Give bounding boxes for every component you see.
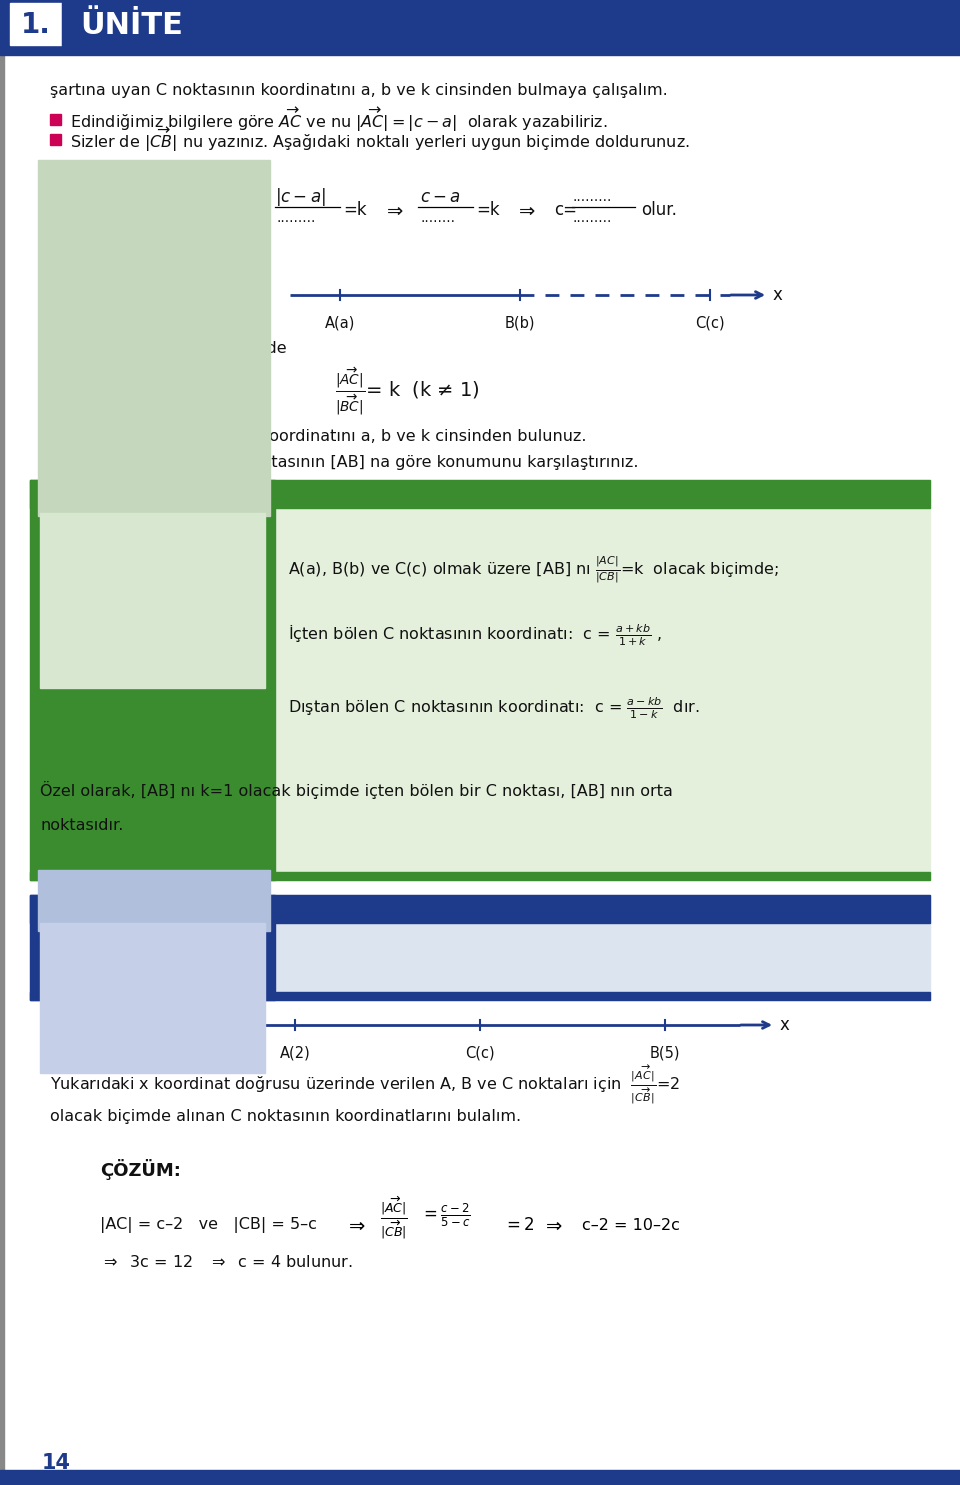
Text: $=2$: $=2$ <box>503 1216 535 1234</box>
Text: |AC| = c–2   ve   |CB| = 5–c: |AC| = c–2 ve |CB| = 5–c <box>100 1218 317 1233</box>
Bar <box>50 134 61 146</box>
Bar <box>0 0 960 48</box>
Text: $\Rightarrow$: $\Rightarrow$ <box>542 1216 564 1234</box>
Bar <box>50 114 61 125</box>
Text: olur.: olur. <box>641 200 677 218</box>
Bar <box>0 1470 960 1476</box>
Text: ÜNİTE: ÜNİTE <box>80 10 182 40</box>
Text: .........: ......... <box>276 211 316 226</box>
Text: C(c): C(c) <box>695 315 725 330</box>
Bar <box>0 0 4 1485</box>
Text: $\frac{|\overrightarrow{AC}|}{|\overrightarrow{BC}|}$= k  (k ≠ 1): $\frac{|\overrightarrow{AC}|}{|\overrigh… <box>335 365 480 419</box>
Text: olacak biçimde alınan C noktasının koordinatlarını bulalım.: olacak biçimde alınan C noktasının koord… <box>50 1109 521 1124</box>
Bar <box>30 872 930 881</box>
Bar <box>30 992 930 999</box>
Text: şartına uyan C noktasının koordinatını a, b ve k cinsinden bulunuz.: şartına uyan C noktasının koordinatını a… <box>50 429 587 444</box>
Text: c=: c= <box>554 200 577 218</box>
Text: .........: ......... <box>573 211 612 226</box>
Bar <box>30 480 275 881</box>
Bar <box>30 895 930 999</box>
Text: A(a): A(a) <box>324 315 355 330</box>
Bar <box>38 870 270 931</box>
Text: .........: ......... <box>573 190 612 203</box>
Bar <box>30 480 930 881</box>
Text: Edindiğimiz bilgilere göre $\overrightarrow{AC}$ ve nu $|\overrightarrow{AC}|= |: Edindiğimiz bilgilere göre $\overrightar… <box>70 105 608 134</box>
Bar <box>0 48 960 55</box>
Text: $|c-a|$: $|c-a|$ <box>275 186 325 208</box>
Text: $c-a$: $c-a$ <box>420 189 461 206</box>
Text: x koordinat doğrusu üzerinde: x koordinat doğrusu üzerinde <box>50 340 287 356</box>
Text: =k: =k <box>476 200 499 218</box>
Text: =k: =k <box>343 200 367 218</box>
Text: Dıştan bölen C noktasının koordinatı:  c = $\frac{a-kb}{1-k}$  dır.: Dıştan bölen C noktasının koordinatı: c … <box>288 695 700 720</box>
Text: C(c): C(c) <box>466 1045 494 1060</box>
Text: A(a), B(b) ve C(c) olmak üzere [AB] nı $\frac{|AC|}{|CB|}$=k  olacak biçimde;: A(a), B(b) ve C(c) olmak üzere [AB] nı $… <box>288 554 779 585</box>
Bar <box>0 1475 960 1485</box>
Text: B(5): B(5) <box>650 1045 681 1060</box>
Bar <box>30 895 275 999</box>
Text: $\Rightarrow$: $\Rightarrow$ <box>240 200 261 220</box>
Bar <box>10 3 62 45</box>
Text: ÇÖZÜM:: ÇÖZÜM: <box>100 1160 180 1181</box>
Text: Her iki durumda C noktasının [AB] na göre konumunu karşılaştırınız.: Her iki durumda C noktasının [AB] na gör… <box>90 454 638 469</box>
Bar <box>30 480 930 508</box>
Text: $\frac{|\overrightarrow{AC}|}{|\overrightarrow{CB}|}$=k: $\frac{|\overrightarrow{AC}|}{|\overrigh… <box>155 184 215 236</box>
Bar <box>40 924 265 1074</box>
Text: noktasıdır.: noktasıdır. <box>40 818 124 833</box>
Text: Yukarıdaki x koordinat doğrusu üzerinde verilen A, B ve C noktaları için  $\frac: Yukarıdaki x koordinat doğrusu üzerinde … <box>50 1063 680 1106</box>
Text: B(b): B(b) <box>505 315 536 330</box>
Text: A(2): A(2) <box>279 1045 310 1060</box>
Text: İçten bölen C noktasının koordinatı:  c = $\frac{a+kb}{1+k}$ ,: İçten bölen C noktasının koordinatı: c =… <box>288 622 661 647</box>
Bar <box>30 895 930 924</box>
Text: $\Rightarrow$  3c = 12   $\Rightarrow$  c = 4 bulunur.: $\Rightarrow$ 3c = 12 $\Rightarrow$ c = … <box>100 1253 352 1270</box>
Text: $\Rightarrow$: $\Rightarrow$ <box>345 1216 366 1234</box>
Text: c–2 = 10–2c: c–2 = 10–2c <box>582 1218 680 1233</box>
Text: $\frac{|\overrightarrow{AC}|}{|\overrightarrow{CB}|}$: $\frac{|\overrightarrow{AC}|}{|\overrigh… <box>380 1194 408 1241</box>
Bar <box>40 512 265 688</box>
Text: ........: ........ <box>420 211 455 226</box>
Text: x: x <box>780 1016 790 1034</box>
Text: şartına uyan C noktasının koordinatını a, b ve k cinsinden bulmaya çalışalım.: şartına uyan C noktasının koordinatını a… <box>50 83 668 98</box>
Text: 1.: 1. <box>21 10 51 39</box>
Text: Sizler de $|\overrightarrow{CB}|$ nu yazınız. Aşağıdaki noktalı yerleri uygun bi: Sizler de $|\overrightarrow{CB}|$ nu yaz… <box>70 126 690 154</box>
Text: $\Rightarrow$: $\Rightarrow$ <box>515 200 537 220</box>
Text: Benzer yaklaşımla,: Benzer yaklaşımla, <box>70 251 223 266</box>
Text: Özel olarak, [AB] nı k=1 olacak biçimde içten bölen bir C noktası, [AB] nın orta: Özel olarak, [AB] nı k=1 olacak biçimde … <box>40 781 673 799</box>
Text: 14: 14 <box>42 1452 71 1473</box>
Text: x: x <box>773 287 782 304</box>
Bar <box>50 252 61 263</box>
Text: $\Rightarrow$: $\Rightarrow$ <box>383 200 404 220</box>
Text: $=\frac{c-2}{5-c}$: $=\frac{c-2}{5-c}$ <box>420 1201 470 1228</box>
Bar <box>38 160 270 515</box>
